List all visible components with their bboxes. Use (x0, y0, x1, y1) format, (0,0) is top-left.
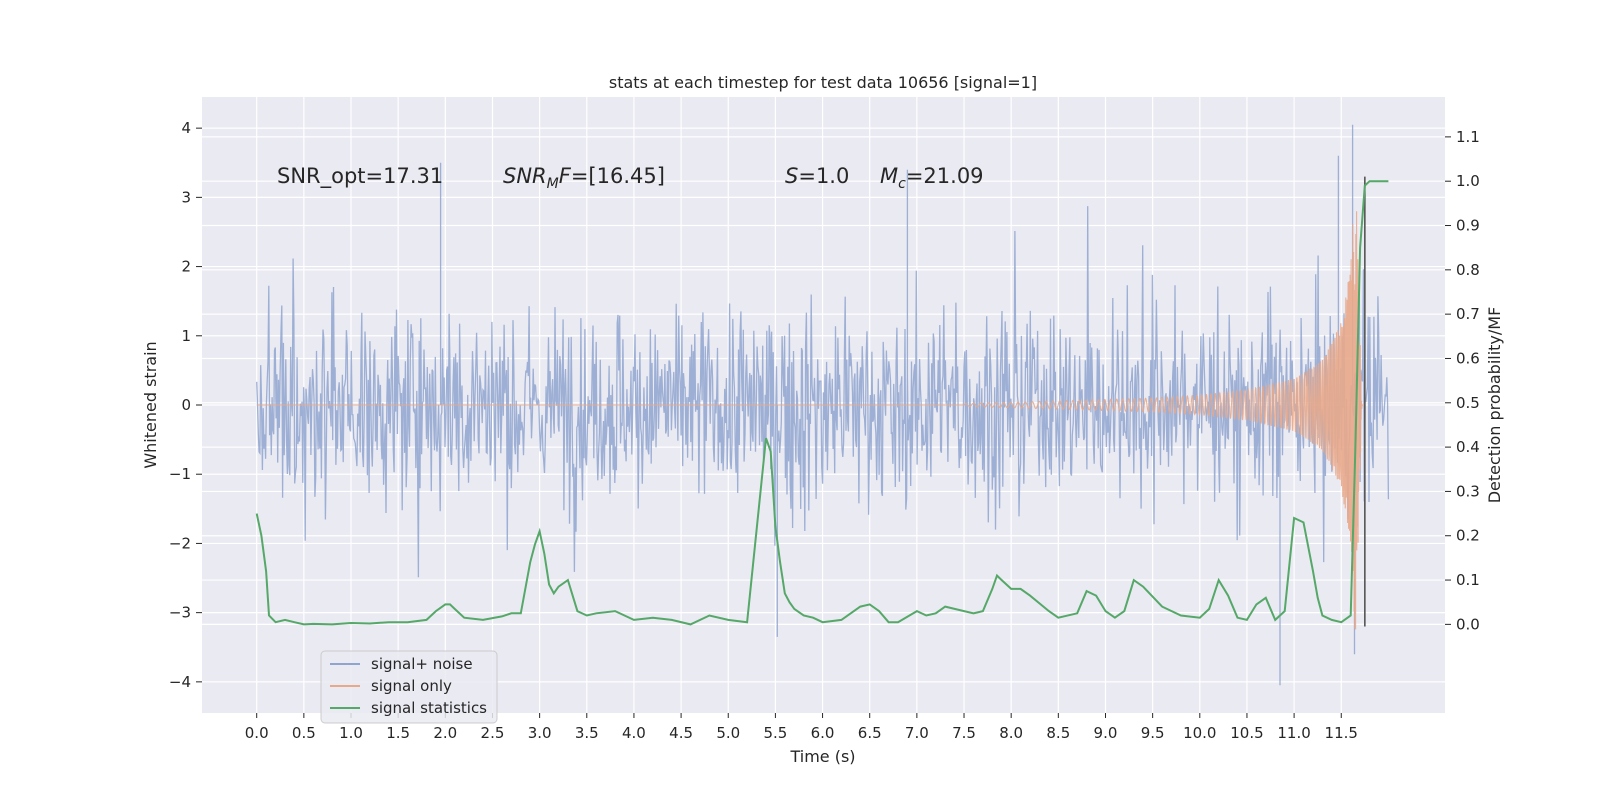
x-tick-label: 11.5 (1325, 724, 1358, 742)
x-tick-label: 11.0 (1277, 724, 1310, 742)
chart-title: stats at each timestep for test data 106… (609, 73, 1037, 92)
x-tick-label: 9.5 (1141, 724, 1165, 742)
y-tick-label: −2 (169, 534, 191, 552)
y-tick-label: 3 (181, 188, 191, 206)
y-tick-label: 0 (181, 396, 191, 414)
x-tick-label: 4.5 (669, 724, 693, 742)
y2-axis-ticks: 1.1 1.0 0.9 0.8 0.7 0.6 0.5 0.4 0.3 0.2 0.1 0.0 (1445, 128, 1480, 633)
x-tick-label: 8.0 (999, 724, 1023, 742)
x-tick-label: 5.0 (716, 724, 740, 742)
x-tick-label: 6.0 (811, 724, 835, 742)
y-tick-label: 2 (181, 258, 191, 276)
x-tick-label: 0.5 (292, 724, 316, 742)
y2-tick-label: 0.1 (1456, 571, 1480, 589)
y2-tick-label: 0.8 (1456, 261, 1480, 279)
y2-tick-label: 0.0 (1456, 615, 1480, 633)
legend-box (320, 650, 498, 724)
x-tick-label: 5.5 (763, 724, 787, 742)
y-tick-label: −1 (169, 465, 191, 483)
x-tick-label: 8.5 (1046, 724, 1070, 742)
x-axis-title: Time (s) (789, 747, 855, 766)
y2-tick-label: 0.3 (1456, 482, 1480, 500)
legend-label: signal statistics (371, 699, 487, 717)
signal-only-series (256, 211, 1365, 630)
y2-tick-label: 0.7 (1456, 305, 1480, 323)
annotation-0: SNR_opt=17.31 (277, 164, 443, 189)
x-tick-label: 10.5 (1230, 724, 1263, 742)
x-axis-ticks: 0.0 0.5 1.0 1.5 2.0 2.5 3.0 3.5 4.0 4.5 5.0 5.5 6.0 6… (245, 713, 1358, 742)
x-tick-label: 7.5 (952, 724, 976, 742)
y-axis-ticks: 4 3 2 1 0 −1 −2 −3 −4 (169, 119, 202, 691)
signal-only-line (256, 211, 1365, 630)
y-tick-label: 1 (181, 327, 191, 345)
x-tick-label: 7.0 (905, 724, 929, 742)
x-tick-label: 3.0 (528, 724, 552, 742)
plot-area (255, 124, 1390, 686)
legend-label: signal only (371, 677, 452, 695)
y2-tick-label: 0.4 (1456, 438, 1480, 456)
annotation-3: Mc=21.09 (880, 164, 984, 192)
y-axis-title: Whitened strain (141, 341, 160, 468)
x-tick-label: 4.0 (622, 724, 646, 742)
signal-statistics-series (255, 180, 1389, 626)
x-tick-label: 3.5 (575, 724, 599, 742)
y2-tick-label: 0.2 (1456, 527, 1480, 545)
y-tick-label: 4 (181, 119, 191, 137)
x-tick-label: 10.0 (1183, 724, 1216, 742)
y2-axis-title: Detection probability/MF (1485, 307, 1504, 504)
y2-tick-label: 0.5 (1456, 394, 1480, 412)
y2-tick-label: 1.0 (1456, 172, 1480, 190)
x-tick-label: 1.5 (386, 724, 410, 742)
y-tick-label: −3 (169, 604, 191, 622)
signal-statistics-line (255, 180, 1389, 626)
annotation-1: SNRMF=[16.45] (503, 164, 665, 192)
y-tick-label: −4 (169, 673, 191, 691)
x-tick-label: 0.0 (245, 724, 269, 742)
legend-label: signal+ noise (371, 655, 473, 673)
y2-tick-label: 1.1 (1456, 128, 1480, 146)
y2-tick-label: 0.6 (1456, 349, 1480, 367)
annotation-2: S=1.0 (785, 164, 849, 188)
y2-tick-label: 0.9 (1456, 217, 1480, 235)
x-tick-label: 9.0 (1094, 724, 1118, 742)
legend: signal+ noise signal only signal statistic… (320, 650, 498, 724)
x-tick-label: 2.5 (481, 724, 505, 742)
x-tick-label: 2.0 (433, 724, 457, 742)
x-tick-label: 1.0 (339, 724, 363, 742)
x-tick-label: 6.5 (858, 724, 882, 742)
annotations: SNR_opt=17.31 SNRMF=[16.45] S=1.0 Mc=21.09 (277, 164, 984, 192)
